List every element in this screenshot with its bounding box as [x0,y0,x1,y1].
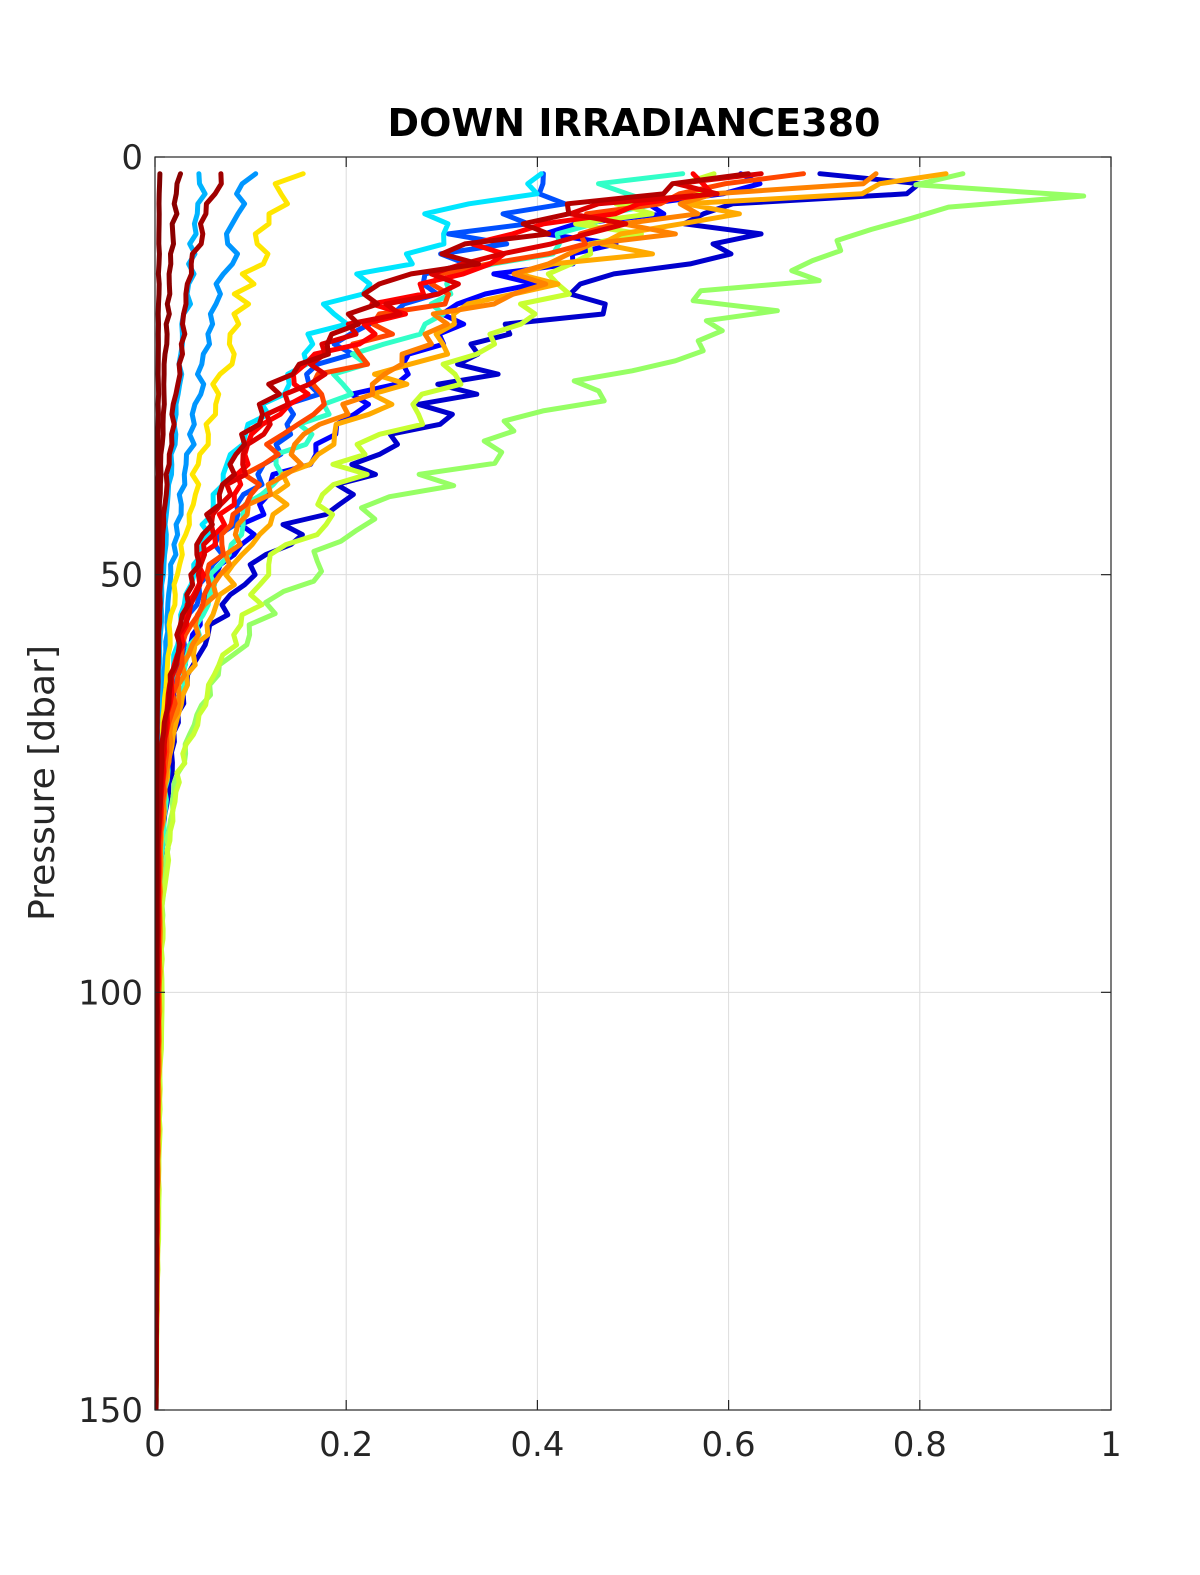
x-tick-label: 0.2 [319,1425,373,1465]
x-tick-label: 0.8 [893,1425,947,1465]
y-axis-label: Pressure [dbar] [22,645,63,921]
profile-series-line [155,171,163,1410]
y-tick-label: 100 [78,973,143,1013]
x-tick-label: 0 [144,1425,166,1465]
x-tick-label: 0.4 [510,1425,564,1465]
plot-frame [154,156,1112,1411]
x-tick-label: 1 [1100,1425,1122,1465]
profile-lines [155,171,1087,1410]
y-tick-label: 0 [121,138,143,178]
y-tick-label: 150 [78,1391,143,1431]
x-tick-label: 0.6 [702,1425,756,1465]
axis-ticks: 0 0.2 0.4 0.6 0.8 1 0 50 100 150 [78,138,1122,1465]
y-tick-label: 50 [100,556,143,596]
chart-title: DOWN IRRADIANCE380 [388,101,881,145]
grid-lines [155,157,1111,1410]
